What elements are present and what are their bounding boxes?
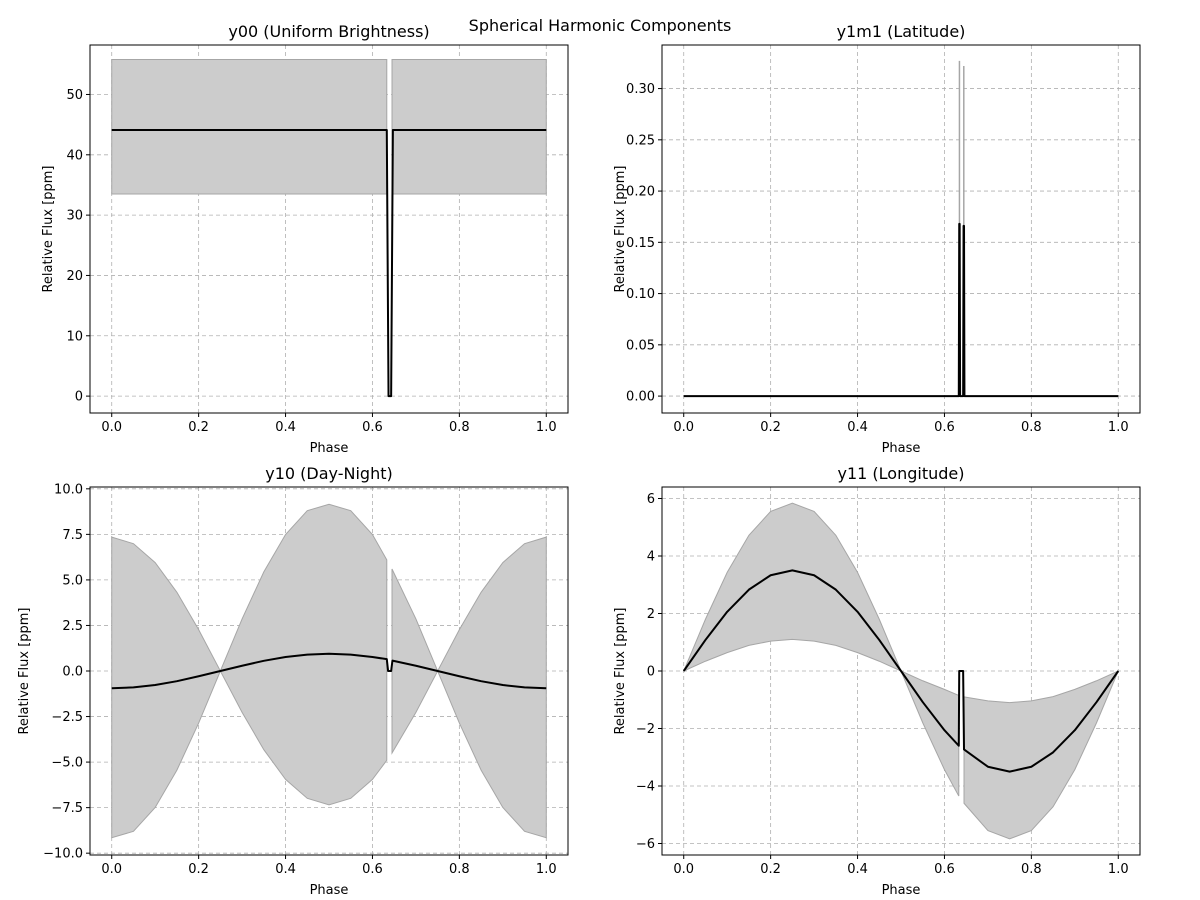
- series-line: [111, 129, 547, 398]
- subplot-2: 0.0 0.2 0.4 0.6 0.8 1.0 0.00 0.05 0.10 0.15 0.20 0.…: [613, 22, 1141, 456]
- x-tick-label: 0.8: [1021, 420, 1042, 435]
- y-axis-label: Relative Flux [ppm]: [613, 165, 628, 292]
- x-tick-label: 0.4: [275, 420, 296, 435]
- y-tick-label: 0.15: [626, 236, 655, 251]
- x-tick-label: 0.2: [188, 862, 209, 877]
- y-tick-label: 0.0: [62, 665, 83, 680]
- y-tick-label: 40: [66, 148, 83, 163]
- y-tick-label: 50: [66, 88, 83, 103]
- y-tick-label: 0: [75, 390, 83, 405]
- x-tick-label: 0.6: [362, 862, 383, 877]
- x-tick-label: 1.0: [1108, 420, 1129, 435]
- x-tick-label: 0.4: [847, 862, 868, 877]
- y-axis-label: Relative Flux [ppm]: [41, 165, 56, 292]
- figure-title: Spherical Harmonic Components: [468, 16, 732, 35]
- y-tick-label: −6: [636, 837, 655, 852]
- series-line: [682, 569, 1120, 773]
- y-tick-label: 0: [647, 665, 655, 680]
- x-tick-label: 0.6: [934, 420, 955, 435]
- series-line: [683, 222, 1119, 398]
- x-axis-label: Phase: [882, 441, 921, 456]
- x-axis-label: Phase: [882, 883, 921, 898]
- x-tick-label: 0.2: [760, 420, 781, 435]
- uncertainty-band: [111, 58, 388, 195]
- uncertainty-band: [391, 58, 547, 195]
- uncertainty-band: [682, 502, 960, 797]
- subplot-3: 0.0 0.2 0.4 0.6 0.8 1.0 −10.0 −7.5 −5.0 −2.5 0.0 2.…: [17, 464, 569, 898]
- x-tick-label: 0.8: [449, 420, 470, 435]
- y-tick-label: 10: [66, 329, 83, 344]
- x-tick-label: 0.2: [188, 420, 209, 435]
- uncertainty-band: [963, 670, 1120, 840]
- x-tick-label: 0.0: [673, 862, 694, 877]
- x-tick-label: 0.0: [101, 862, 122, 877]
- x-tick-label: 0.6: [934, 862, 955, 877]
- uncertainty-band: [111, 503, 388, 839]
- y-tick-label: 30: [66, 209, 83, 224]
- subplot-title: y1m1 (Latitude): [837, 22, 966, 41]
- y-tick-label: 0.10: [626, 287, 655, 302]
- y-tick-label: 4: [647, 550, 655, 565]
- series-line: [111, 652, 547, 690]
- subplot-title: y00 (Uniform Brightness): [228, 22, 429, 41]
- y-tick-label: 2: [647, 607, 655, 622]
- subplot-1: 0.0 0.2 0.4 0.6 0.8 1.0 0 10 20 30 40 50 y00 (Unifor…: [41, 22, 569, 456]
- y-tick-label: −7.5: [51, 801, 83, 816]
- y-tick-label: 0.00: [626, 390, 655, 405]
- y-axis-label: Relative Flux [ppm]: [17, 607, 32, 734]
- x-tick-label: 1.0: [536, 862, 557, 877]
- y-tick-label: −2.5: [51, 710, 83, 725]
- x-tick-label: 0.8: [449, 862, 470, 877]
- y-tick-label: −10.0: [43, 847, 83, 862]
- x-axis-label: Phase: [310, 883, 349, 898]
- x-tick-label: 0.4: [275, 862, 296, 877]
- y-tick-label: 0.05: [626, 338, 655, 353]
- y-tick-label: 7.5: [62, 528, 83, 543]
- axes-frame: [661, 44, 1141, 414]
- y-tick-label: −2: [636, 722, 655, 737]
- y-tick-label: 6: [647, 492, 655, 507]
- y-axis-label: Relative Flux [ppm]: [613, 607, 628, 734]
- x-tick-label: 0.8: [1021, 862, 1042, 877]
- y-tick-label: 10.0: [54, 482, 83, 497]
- y-tick-label: −5.0: [51, 756, 83, 771]
- subplot-4: 0.0 0.2 0.4 0.6 0.8 1.0 −6 −4 −2 0 2 4 6 y11 (Longitu…: [613, 464, 1141, 898]
- axes-frame: [89, 44, 569, 414]
- y-tick-label: 0.20: [626, 185, 655, 200]
- x-axis-label: Phase: [310, 441, 349, 456]
- y-tick-label: 0.25: [626, 133, 655, 148]
- x-tick-label: 1.0: [536, 420, 557, 435]
- subplot-title: y11 (Longitude): [838, 464, 965, 483]
- y-tick-label: −4: [636, 780, 655, 795]
- y-tick-label: 5.0: [62, 573, 83, 588]
- subplot-title: y10 (Day-Night): [265, 464, 392, 483]
- x-tick-label: 0.2: [760, 862, 781, 877]
- x-tick-label: 0.4: [847, 420, 868, 435]
- y-tick-label: 20: [66, 269, 83, 284]
- x-tick-label: 0.0: [101, 420, 122, 435]
- y-tick-label: 2.5: [62, 619, 83, 634]
- uncertainty-band: [391, 536, 547, 839]
- x-tick-label: 0.0: [673, 420, 694, 435]
- x-tick-label: 1.0: [1108, 862, 1129, 877]
- x-tick-label: 0.6: [362, 420, 383, 435]
- y-tick-label: 0.30: [626, 82, 655, 97]
